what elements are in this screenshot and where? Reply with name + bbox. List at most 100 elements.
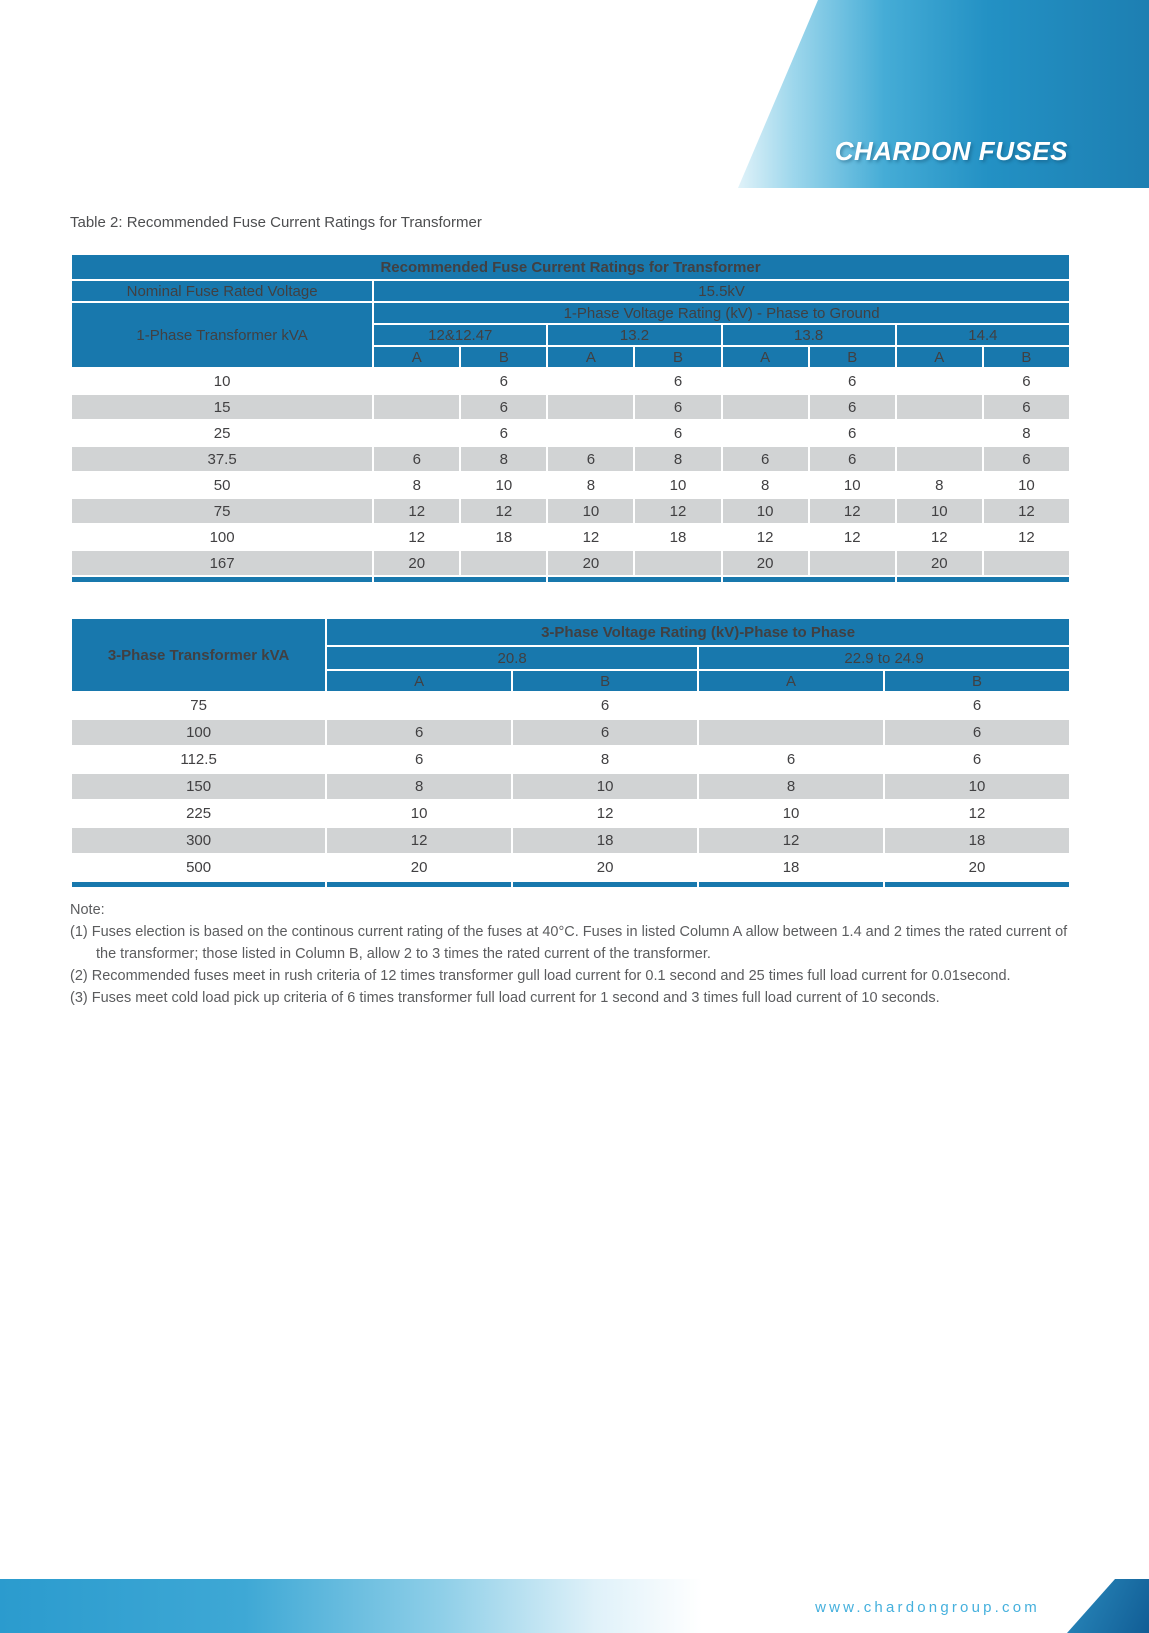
table-cell: 8 [586,476,596,494]
table-cell: 10 [548,499,634,523]
kva-cell: 300 [72,828,326,853]
table-cell: 10 [669,476,687,494]
table-cell: 18 [495,528,513,546]
table-row: 500 20 20 18 20 [72,855,1069,880]
table-cell [635,551,721,575]
table-cell: 12 [374,499,460,523]
table-cell: 6 [513,720,698,745]
table-cell: 20 [374,551,460,575]
table-row: 167 20 20 20 20 [72,551,1069,575]
table-cell [809,551,895,575]
kva-cell: 75 [190,697,207,714]
kva-cell: 500 [186,859,212,876]
kva-cell: 225 [186,805,212,822]
table-cell: 8 [1022,424,1031,442]
table-bottom-rule [72,882,1069,887]
table-cell [983,551,1069,575]
group-header: 3-Phase Voltage Rating (kV)-Phase to Pha… [327,619,1069,645]
table-cell: 12 [596,805,614,822]
group-header-row: 3-Phase Transformer kVA 3-Phase Voltage … [72,619,1069,691]
table-cell: 8 [600,751,610,768]
table-row: 10 6 6 6 6 [72,369,1069,393]
table-cell: 6 [809,395,895,419]
table-cell: 6 [885,720,1069,745]
table-cell: 10 [722,499,808,523]
table-cell: 6 [673,424,683,442]
table-row: 25 6 6 6 8 [72,421,1069,445]
table-cell: 8 [760,476,770,494]
table-cell: 18 [669,528,687,546]
table-cell [722,395,808,419]
table-row: 75 6 6 [72,693,1069,718]
table-cell: 18 [513,828,698,853]
table-cell: 10 [410,805,428,822]
table-cell: 6 [786,751,796,768]
voltage-label: Nominal Fuse Rated Voltage [72,281,373,301]
table-row: 37.5 6 8 6 8 6 6 6 [72,447,1069,471]
table-cell: 12 [408,528,426,546]
subcol-label: B [513,671,698,691]
kva-cell: 25 [213,424,231,442]
table-cell: 8 [461,447,547,471]
kva-cell: 150 [72,774,326,799]
table-cell: 12 [1018,528,1035,546]
table-row: 150 8 10 8 10 [72,774,1069,799]
rule-segment [72,577,373,582]
subcol-label: B [635,347,721,367]
subcol-label: B [885,671,1069,691]
kva-cell: 37.5 [72,447,373,471]
rule-segment [548,577,721,582]
table-cell: 6 [600,697,610,714]
table-cell: 6 [548,447,634,471]
col1-header: 1-Phase Transformer kVA [72,303,373,367]
table-cell: 12 [582,528,600,546]
table-3-phase: 3-Phase Transformer kVA 3-Phase Voltage … [70,617,1071,889]
table-cell: 12 [327,828,512,853]
kva-cell: 167 [72,551,373,575]
table-row: 50 8 10 8 10 8 10 8 10 [72,473,1069,497]
notes-label: Note: [70,902,105,918]
table-cell: 8 [935,476,944,494]
header-banner [738,0,1149,188]
table-cell [897,369,982,393]
table-cell [723,369,808,393]
table-cell: 6 [461,395,547,419]
table-cell: 20 [410,859,428,876]
table-cell: 10 [513,774,698,799]
subcol-label: A [896,347,982,367]
table-caption: Table 2: Recommended Fuse Current Rating… [70,214,482,231]
kva-cell: 75 [72,499,373,523]
rule-segment [374,577,547,582]
subcol-label: B [809,347,895,367]
table-cell: 12 [756,528,774,546]
table-cell: 6 [848,372,857,390]
kva-cell: 100 [209,528,235,546]
kva-cell: 50 [213,476,231,494]
subcol-label: A [548,347,634,367]
group-header: 1-Phase Voltage Rating (kV) - Phase to G… [374,303,1069,323]
rule-segment [327,882,512,887]
table-cell [897,421,982,445]
table-cell: 6 [809,447,895,471]
table-cell [374,369,459,393]
rule-segment [722,577,895,582]
footer-corner-shape [1067,1579,1149,1633]
group-label: 13.8 [722,325,895,345]
table-cell: 6 [499,424,508,442]
group-label: 20.8 [327,647,698,669]
voltage-value: 15.5kV [374,281,1069,301]
table-cell [548,395,634,419]
table-cell: 6 [374,447,460,471]
table-cell: 6 [848,424,857,442]
table-cell [699,720,884,745]
rule-segment [72,882,326,887]
table-cell [896,447,982,471]
table-cell: 12 [635,499,721,523]
table-row: 112.5 6 8 6 6 [72,747,1069,772]
table-cell: 20 [596,859,614,876]
group-label: 14.4 [896,325,1069,345]
table-cell [327,693,511,718]
voltage-row: Nominal Fuse Rated Voltage 15.5kV [72,281,1069,301]
table-cell: 6 [722,447,808,471]
